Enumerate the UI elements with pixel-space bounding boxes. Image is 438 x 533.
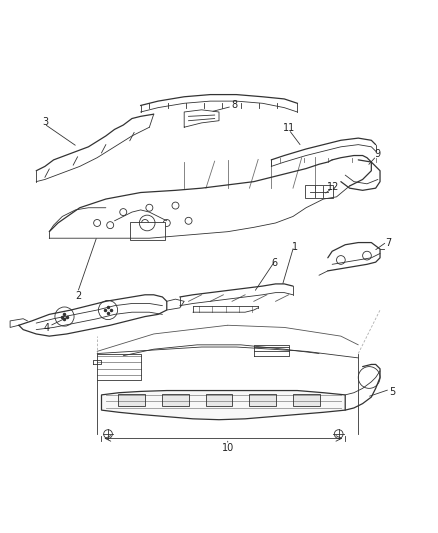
Text: 2: 2 xyxy=(75,291,81,301)
Text: 5: 5 xyxy=(389,387,396,397)
FancyBboxPatch shape xyxy=(293,394,320,406)
Text: 3: 3 xyxy=(42,117,48,127)
Text: 4: 4 xyxy=(44,324,50,333)
FancyBboxPatch shape xyxy=(249,394,276,406)
FancyBboxPatch shape xyxy=(118,394,145,406)
Text: 12: 12 xyxy=(327,182,339,192)
FancyBboxPatch shape xyxy=(305,185,333,198)
Text: 7: 7 xyxy=(385,238,391,248)
FancyBboxPatch shape xyxy=(162,394,189,406)
Bar xyxy=(130,222,165,239)
Polygon shape xyxy=(102,391,345,419)
Text: 1: 1 xyxy=(292,242,298,252)
Text: 9: 9 xyxy=(374,149,381,159)
Text: 10: 10 xyxy=(222,443,234,453)
Text: 6: 6 xyxy=(272,258,278,268)
Text: 8: 8 xyxy=(231,100,237,110)
Text: 11: 11 xyxy=(283,123,295,133)
FancyBboxPatch shape xyxy=(205,394,233,406)
